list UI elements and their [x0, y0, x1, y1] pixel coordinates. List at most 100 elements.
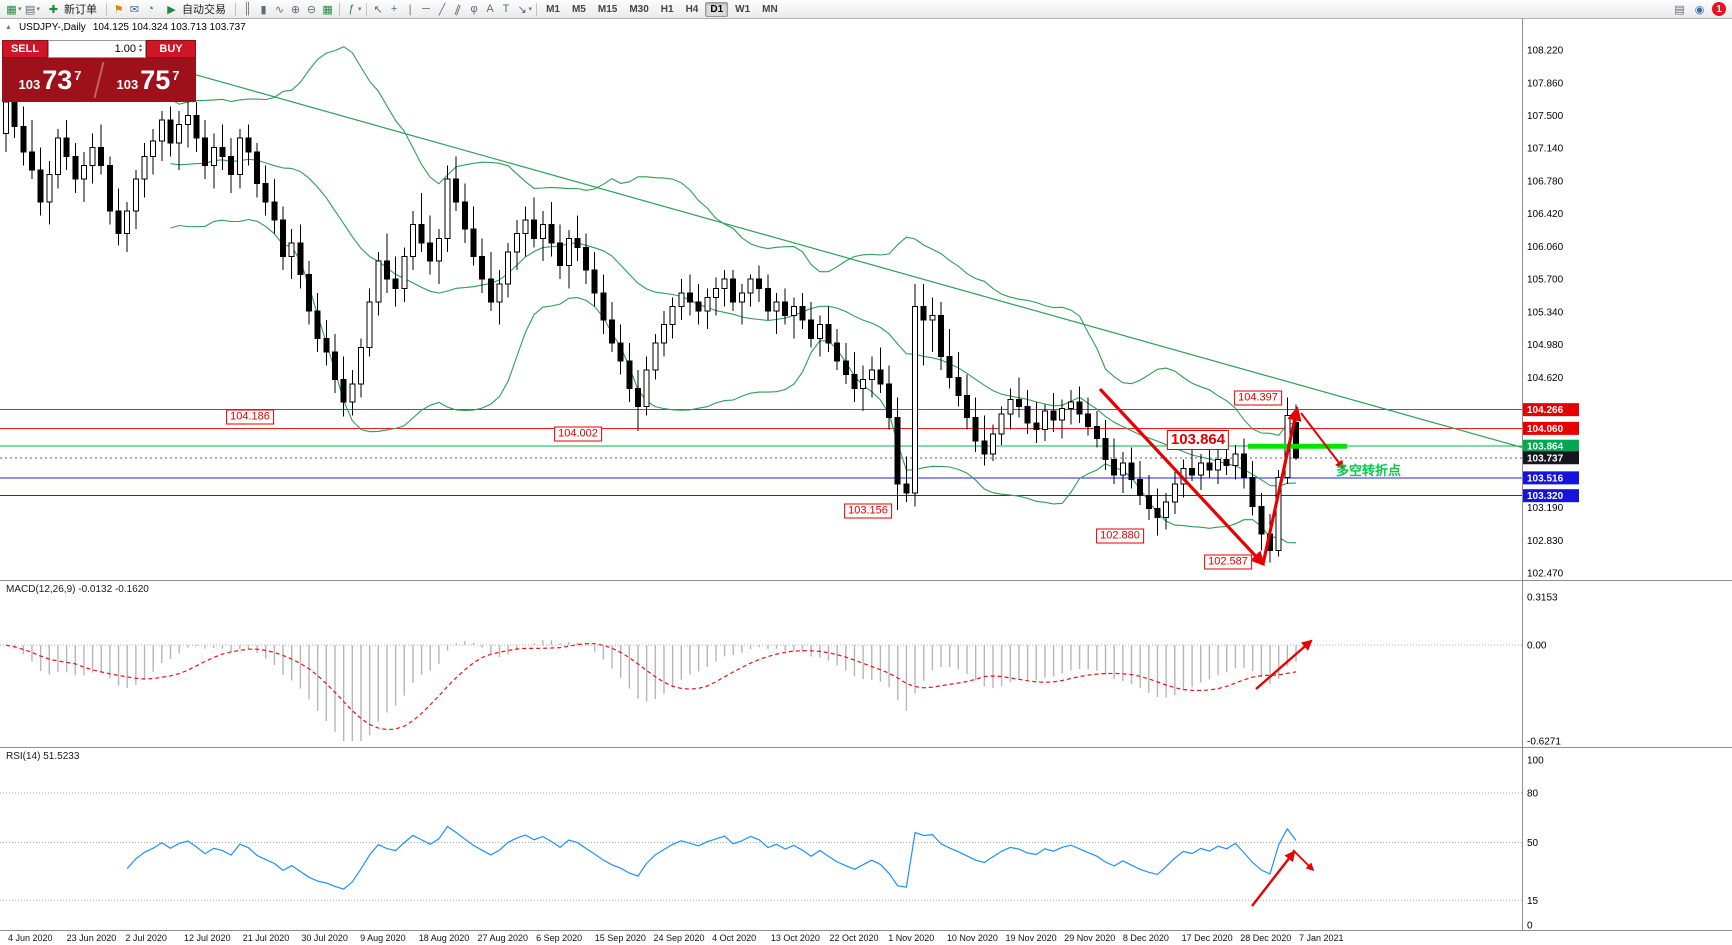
- date-label: 8 Dec 2020: [1122, 933, 1169, 943]
- timeframe-button-h1[interactable]: H1: [660, 3, 674, 15]
- stepper-down-icon[interactable]: ▾: [138, 48, 142, 54]
- descending-trendline[interactable]: [194, 73, 1523, 449]
- svg-text:103.190: 103.190: [1527, 503, 1564, 514]
- symbol-period-title: USDJPY-,Daily: [18, 22, 86, 33]
- trend-arrows[interactable]: [1098, 387, 1345, 567]
- horizontal-line-tool-icon[interactable]: ─: [422, 3, 430, 15]
- price-scale[interactable]: 108.220 107.860 107.500 107.140 106.780 106.4…: [1523, 46, 1579, 580]
- price-badge: [1523, 471, 1579, 485]
- buy-price-fraction: 7: [172, 68, 180, 83]
- text-tool-icon[interactable]: A: [486, 3, 494, 15]
- sell-price-fraction: 7: [74, 68, 82, 83]
- svg-text:103.516: 103.516: [1527, 473, 1564, 484]
- timeframe-button-m1[interactable]: M1: [546, 3, 560, 15]
- indicators-icon[interactable]: ƒ: [348, 3, 355, 15]
- new-chart-icon[interactable]: ▦: [6, 3, 17, 16]
- date-label: 19 Nov 2020: [1005, 933, 1057, 943]
- auto-trading-button[interactable]: ▶ 自动交易: [159, 2, 231, 17]
- svg-text:104.980: 104.980: [1527, 340, 1564, 351]
- buy-price[interactable]: 103 75 7: [100, 60, 196, 100]
- date-label: 10 Nov 2020: [946, 933, 998, 943]
- timeframe-toolbar: M1 M5 M15 M30 H1 H4 D1 W1 MN: [541, 1, 783, 17]
- price-chart-svg[interactable]: 108.220 107.860 107.500 107.140 106.780 106.4…: [0, 19, 1732, 580]
- zoom-out-icon[interactable]: ⊖: [306, 3, 317, 16]
- zoom-in-icon[interactable]: ⊕: [290, 3, 301, 16]
- candlestick-chart-icon[interactable]: ▮: [260, 3, 267, 16]
- timeframe-button-w1[interactable]: W1: [735, 3, 751, 15]
- price-scale-divider[interactable]: [1522, 19, 1523, 930]
- date-label: 2 Jul 2020: [125, 933, 167, 943]
- chat-icon[interactable]: ▤: [1674, 3, 1685, 16]
- macd-panel-svg[interactable]: 0.3153 0.00 -0.6271: [0, 580, 1732, 747]
- line-chart-icon[interactable]: ∿: [274, 3, 285, 16]
- panel-splitter[interactable]: [0, 580, 1732, 581]
- chevron-down-icon[interactable]: ▾: [528, 6, 533, 13]
- chevron-down-icon[interactable]: ▾: [18, 6, 22, 13]
- fibonacci-tool-icon[interactable]: φ: [470, 3, 478, 15]
- svg-text:103.320: 103.320: [1527, 491, 1564, 502]
- timeframe-button-m30[interactable]: M30: [629, 3, 649, 15]
- macd-histogram: [13, 640, 1297, 741]
- svg-text:103.864: 103.864: [1527, 442, 1564, 453]
- tile-windows-icon[interactable]: ▦: [322, 3, 333, 16]
- bid-ask-display: 103 73 7 103 75 7: [2, 58, 196, 102]
- auto-trading-label: 自动交易: [182, 4, 227, 16]
- bollinger-bands: [170, 46, 1297, 544]
- mailbox-icon[interactable]: ✉: [129, 3, 140, 16]
- ohlc-readout: 104.125 104.324 103.713 103.737: [92, 22, 246, 33]
- stepper-up-icon[interactable]: ▴: [138, 43, 142, 49]
- sell-price-pips: 73: [42, 65, 73, 95]
- play-icon: ▶: [167, 3, 176, 16]
- svg-text:106.780: 106.780: [1527, 176, 1564, 187]
- volume-stepper[interactable]: ▴ ▾: [138, 43, 142, 54]
- svg-text:0.3153: 0.3153: [1527, 593, 1558, 604]
- arrow-tool-icon[interactable]: ↘: [517, 3, 527, 16]
- timeframe-button-d1[interactable]: D1: [705, 1, 729, 17]
- price-badge: [1523, 451, 1579, 465]
- rsi-panel-svg[interactable]: 100 80 50 15 0: [0, 747, 1732, 930]
- svg-text:102.470: 102.470: [1527, 568, 1564, 579]
- macd-indicator-label: MACD(12,26,9) -0.0132 -0.1620: [6, 584, 149, 595]
- vertical-line-tool-icon[interactable]: ∣: [407, 3, 413, 16]
- svg-text:102.830: 102.830: [1527, 536, 1564, 547]
- crosshair-icon[interactable]: +: [390, 3, 398, 15]
- timeframe-button-h4[interactable]: H4: [685, 3, 699, 15]
- notifications-bell-icon[interactable]: ◉: [1694, 3, 1705, 16]
- one-click-trading-panel: SELL 1.00 ▴ ▾ BUY 103 73 7 103 75 7: [2, 40, 196, 102]
- date-label: 30 Jul 2020: [301, 933, 348, 943]
- macd-signal-line: [5, 642, 1297, 731]
- panel-splitter[interactable]: [0, 747, 1732, 748]
- trendline-tool-icon[interactable]: ╱: [438, 3, 446, 16]
- profiles-icon[interactable]: ▤: [24, 3, 36, 16]
- trend-arrows[interactable]: [1255, 639, 1313, 690]
- notification-count-badge[interactable]: 1: [1712, 2, 1726, 16]
- timeframe-button-m15[interactable]: M15: [597, 3, 618, 15]
- channel-tool-icon[interactable]: ∥: [451, 2, 466, 17]
- bar-chart-icon[interactable]: ║: [243, 3, 252, 15]
- svg-text:106.060: 106.060: [1527, 242, 1564, 253]
- sell-price-big-figure: 103: [18, 77, 41, 92]
- buy-button[interactable]: BUY: [146, 40, 196, 58]
- history-clock-icon[interactable]: ◔: [147, 3, 154, 15]
- trend-arrows[interactable]: [1251, 849, 1315, 907]
- plus-icon: ✚: [48, 3, 59, 16]
- panel-collapse-icon[interactable]: ▲: [5, 24, 12, 31]
- svg-text:106.420: 106.420: [1527, 209, 1564, 220]
- timeframe-button-m5[interactable]: M5: [571, 3, 586, 15]
- alerts-icon[interactable]: ⚑: [113, 3, 124, 16]
- svg-text:107.860: 107.860: [1527, 78, 1564, 89]
- volume-input[interactable]: 1.00 ▴ ▾: [48, 40, 146, 58]
- label-tool-icon[interactable]: T: [502, 3, 510, 15]
- sell-button[interactable]: SELL: [2, 40, 48, 58]
- sell-price[interactable]: 103 73 7: [2, 60, 98, 100]
- toolbar-separator: [235, 2, 237, 16]
- chevron-down-icon[interactable]: ▾: [358, 6, 362, 13]
- svg-text:108.220: 108.220: [1527, 46, 1564, 57]
- chevron-down-icon[interactable]: ▾: [36, 6, 41, 13]
- time-axis[interactable]: 4 Jun 2020 23 Jun 2020 2 Jul 2020 12 Jul 20…: [0, 930, 1732, 945]
- toolbar-separator: [365, 2, 367, 16]
- new-order-button[interactable]: ✚ 新订单: [41, 2, 102, 17]
- timeframe-button-mn[interactable]: MN: [762, 3, 778, 15]
- date-label: 15 Sep 2020: [594, 933, 646, 943]
- cursor-icon[interactable]: ↖: [373, 3, 383, 16]
